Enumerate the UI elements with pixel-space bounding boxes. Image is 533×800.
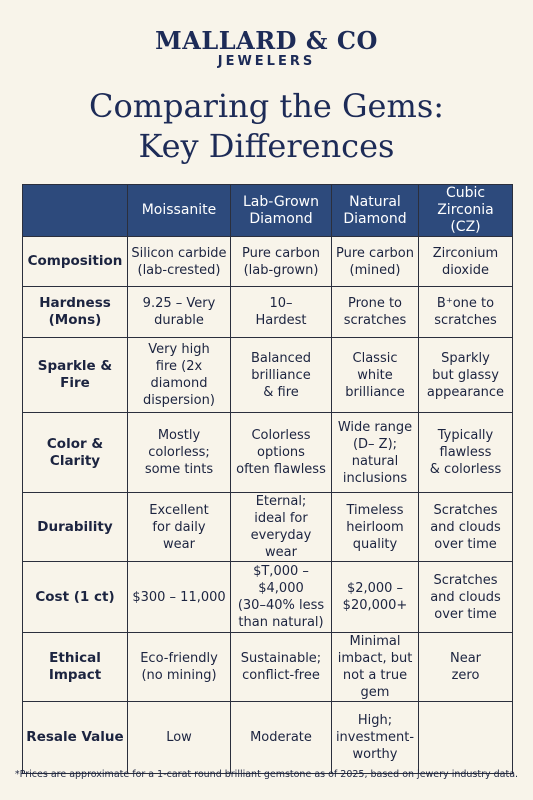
cell: Eternal; ideal for everyday wear <box>230 492 332 562</box>
cell: 9.25 – Very durable <box>127 286 231 338</box>
cell: Scratches and clouds over time <box>418 561 513 633</box>
row-label: Hardness (Mons) <box>22 286 128 338</box>
cell: B⁺one to scratches <box>418 286 513 338</box>
row-label: Resale Value <box>22 701 128 774</box>
table-row: Hardness (Mons) 9.25 – Very durable 10– Ha… <box>22 286 513 338</box>
cell: Classic white brilliance <box>331 337 419 413</box>
cell: Typically flawless & colorless <box>418 412 513 493</box>
cell: Minimal imbact, but not a true gem <box>331 632 419 702</box>
cell: Moderate <box>230 701 332 774</box>
cell: Timeless heirloom quality <box>331 492 419 562</box>
row-label: Composition <box>22 236 128 287</box>
cell: Low <box>127 701 231 774</box>
cell: Zirconium dioxide <box>418 236 513 287</box>
cell: Scratches and clouds over time <box>418 492 513 562</box>
table-row: Cost (1 ct) $300 – 11,000 $T,000 – $4,000 … <box>22 561 513 633</box>
table-row: Resale Value Low Moderate High; investment-… <box>22 701 513 774</box>
cell: Wide range (D– Z); natural inclusions <box>331 412 419 493</box>
header-cell: Lab-Grown Diamond <box>230 184 332 237</box>
cell: Eco-friendly (no mining) <box>127 632 231 702</box>
cell: Prone to scratches <box>331 286 419 338</box>
header-cell: Cubic Zirconia (CZ) <box>418 184 513 237</box>
brand: MALLARD & CO <box>155 26 378 55</box>
table-row: Color & Clarity Mostly colorless; some ti… <box>22 412 513 493</box>
cell: Sustainable; conflict-free <box>230 632 332 702</box>
cell: 10– Hardest <box>230 286 332 338</box>
cell: Sparkly but glassy appearance <box>418 337 513 413</box>
cell: Excellent for daily wear <box>127 492 231 562</box>
cell: Mostly colorless; some tints <box>127 412 231 493</box>
header-row: Moissanite Lab-Grown Diamond Natural Diamo… <box>22 184 513 237</box>
header-cell <box>22 184 128 237</box>
cell: $2,000 – $20,000+ <box>331 561 419 633</box>
cell: $300 – 11,000 <box>127 561 231 633</box>
table-row: Ethical Impact Eco-friendly (no mining) Su… <box>22 632 513 702</box>
sub-brand: JEWELERS <box>217 54 316 69</box>
row-label: Cost (1 ct) <box>22 561 128 633</box>
cell: Silicon carbide (lab-crested) <box>127 236 231 287</box>
cell: Near zero <box>418 632 513 702</box>
table-row: Composition Silicon carbide (lab-crested)… <box>22 236 513 287</box>
title: Comparing the Gems: Key Differences <box>88 87 445 165</box>
cell: Very high fire (2x diamond dispersion) <box>127 337 231 413</box>
cell <box>418 701 513 774</box>
cell: Pure carbon (mined) <box>331 236 419 287</box>
row-label: Sparkle & Fire <box>22 337 128 413</box>
header-cell: Moissanite <box>127 184 231 237</box>
cell: $T,000 – $4,000 (30–40% less than natura… <box>230 561 332 633</box>
cell: High; investment- worthy <box>331 701 419 774</box>
row-label: Durability <box>22 492 128 562</box>
header-cell: Natural Diamond <box>331 184 419 237</box>
row-label: Color & Clarity <box>22 412 128 493</box>
comparison-table: Moissanite Lab-Grown Diamond Natural Diamo… <box>22 184 513 774</box>
table-row: Sparkle & Fire Very high fire (2x diamond… <box>22 337 513 413</box>
row-label: Ethical Impact <box>22 632 128 702</box>
footnote: *Prices are approximate for a 1-carat ro… <box>14 769 519 780</box>
table-row: Durability Excellent for daily wear Eterna… <box>22 492 513 562</box>
cell: Pure carbon (lab-grown) <box>230 236 332 287</box>
cell: Colorless options often flawless <box>230 412 332 493</box>
cell: Balanced brilliance & fire <box>230 337 332 413</box>
